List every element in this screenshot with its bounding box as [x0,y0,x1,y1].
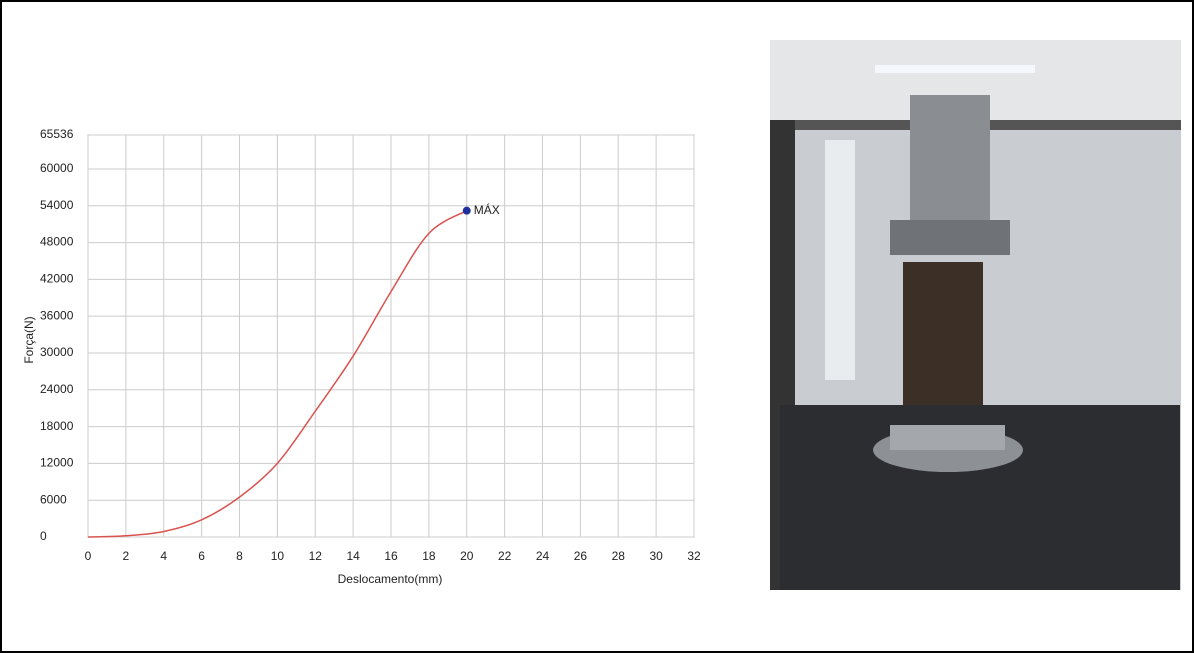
x-tick-label: 18 [422,549,436,563]
x-tick-label: 20 [460,549,474,563]
y-tick-label: 12000 [40,456,74,470]
y-tick-label: 42000 [40,272,74,286]
column [825,140,855,380]
y-tick-label: 6000 [40,492,67,506]
y-tick-label: 60000 [40,161,74,175]
x-tick-label: 16 [384,549,398,563]
y-tick-label: 48000 [40,235,74,249]
x-tick-label: 2 [123,549,130,563]
x-tick-label: 0 [85,549,92,563]
lamp [875,65,1035,73]
x-tick-label: 24 [536,549,550,563]
x-tick-label: 28 [612,549,626,563]
x-tick-label: 4 [160,549,167,563]
base [890,425,1005,450]
x-tick-label: 12 [309,549,323,563]
y-tick-label: 24000 [40,382,74,396]
y-tick-label: 0 [40,529,47,543]
photo [770,40,1181,590]
x-tick-label: 30 [649,549,663,563]
y-tick-label: 54000 [40,198,74,212]
x-tick-label: 26 [574,549,588,563]
x-tick-label: 32 [687,549,701,563]
y-tick-label: 65536 [40,127,74,141]
y-tick-label: 30000 [40,345,74,359]
x-tick-label: 14 [346,549,360,563]
x-tick-label: 10 [271,549,285,563]
y-tick-label: 36000 [40,308,74,322]
annotation: MÁX [474,202,500,217]
y-axis-label: Força(N) [22,316,36,363]
y-tick-label: 18000 [40,419,74,433]
max-marker [463,207,471,215]
figure: Deslocamento(mm) Força(N) 0 6000 12000 1800… [0,0,1194,653]
x-tick-label: 22 [498,549,512,563]
upper-plate [890,220,1010,255]
x-tick-label: 6 [198,549,205,563]
x-axis-label: Deslocamento(mm) [338,572,443,586]
x-tick-label: 8 [236,549,243,563]
piston [910,95,990,220]
